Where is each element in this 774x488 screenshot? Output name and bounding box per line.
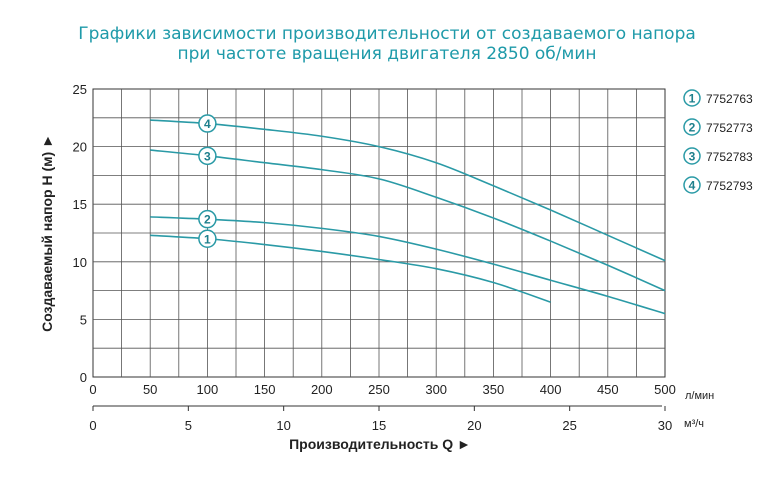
x2-tick-label: 0 [89, 418, 96, 433]
curve-7752793 [150, 119, 666, 262]
y-tick-label: 20 [73, 140, 87, 155]
curve-markers: 1 2 3 4 [198, 114, 217, 249]
y-axis-title: Создаваемый напор H (м) ► [39, 134, 55, 332]
legend-marker-label: 4 [689, 179, 696, 193]
curve-marker-label: 3 [204, 149, 211, 163]
x-tick-label: 300 [425, 382, 447, 397]
x2-unit-label: м³/ч [684, 418, 704, 430]
x-tick-label: 100 [197, 382, 219, 397]
x2-tick-label: 30 [658, 418, 672, 433]
x2-tick-label: 5 [185, 418, 192, 433]
x2-tick-label: 20 [467, 418, 481, 433]
y-tick-label: 10 [73, 255, 87, 270]
x-tick-label: 350 [483, 382, 505, 397]
x2-tick-label: 25 [562, 418, 576, 433]
curve-7752783 [150, 149, 666, 292]
chart-title-line-2: при частоте вращения двигателя 2850 об/м… [177, 44, 597, 64]
x-tick-label: 250 [368, 382, 390, 397]
grid [92, 88, 666, 378]
curve-marker-1 [198, 229, 217, 249]
x-tick-label: 150 [254, 382, 276, 397]
curve-7752773 [150, 216, 666, 315]
x-tick-label: 400 [540, 382, 562, 397]
y-tick-label: 15 [73, 197, 87, 212]
legend-entry-7752793: 7752793 [706, 179, 753, 193]
legend-entry-7752773: 7752773 [706, 121, 753, 135]
x2-tick-label: 10 [276, 418, 290, 433]
x-tick-label: 450 [597, 382, 619, 397]
legend-entry-7752763: 7752763 [706, 92, 753, 106]
legend-marker-label: 2 [689, 121, 696, 135]
y-tick-label: 5 [80, 312, 87, 327]
legend-marker-1 [683, 89, 701, 107]
curve-marker-2 [198, 209, 217, 229]
legend-marker-3 [683, 147, 701, 165]
x-tick-label: 50 [143, 382, 157, 397]
curve-marker-4 [198, 114, 217, 133]
curve-marker-3 [198, 146, 217, 166]
curve-marker-label: 2 [204, 213, 211, 227]
legend-marker-label: 3 [689, 150, 696, 164]
legend-marker-4 [683, 176, 701, 194]
x-tick-label: 500 [654, 382, 676, 397]
curve-marker-label: 1 [204, 232, 211, 246]
x-unit-label: л/мин [685, 390, 714, 402]
y-tick-label: 0 [80, 370, 87, 385]
legend-entry-7752783: 7752783 [706, 150, 753, 164]
curve-marker-label: 4 [204, 117, 211, 131]
x-axis-title: Производительность Q ► [289, 436, 471, 452]
legend-marker-label: 1 [689, 92, 696, 106]
x-tick-label: 0 [89, 382, 96, 397]
legend: 1 7752763 2 7752773 3 7752783 4 7752793 [683, 89, 753, 194]
x-tick-label: 200 [311, 382, 333, 397]
chart-title-line-1: Графики зависимости производительности о… [78, 24, 696, 44]
y-tick-label: 25 [73, 82, 87, 97]
x2-tick-label: 15 [372, 418, 386, 433]
legend-marker-2 [683, 118, 701, 136]
